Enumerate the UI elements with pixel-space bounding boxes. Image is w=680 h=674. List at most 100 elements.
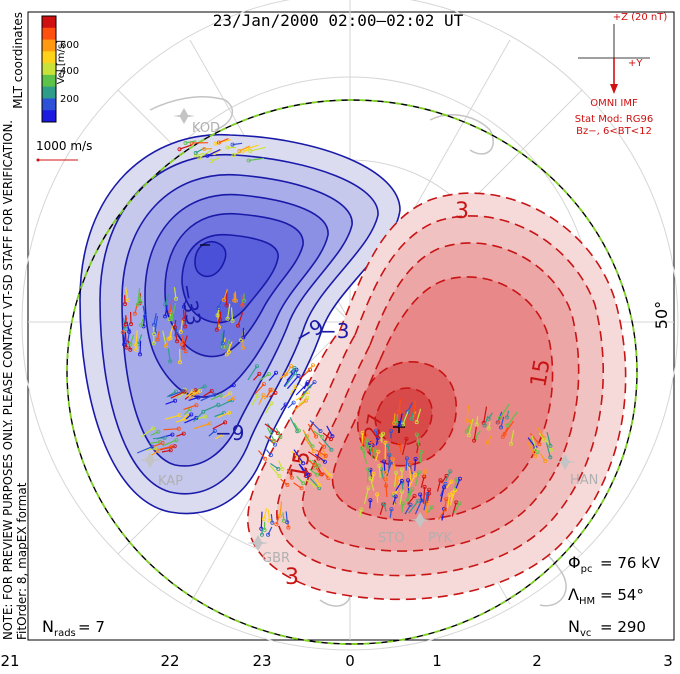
velocity-vector-origin bbox=[235, 323, 240, 328]
mlt-tick-21: 21 bbox=[0, 652, 19, 670]
velocity-vector-origin bbox=[201, 409, 206, 414]
velocity-vector-origin bbox=[123, 302, 128, 307]
velocity-vector bbox=[157, 445, 172, 451]
velocity-vector-origin bbox=[329, 447, 334, 452]
velocity-vector bbox=[309, 420, 321, 432]
neg-label-4: −3 bbox=[320, 319, 349, 343]
velocity-vector-origin bbox=[472, 438, 477, 443]
velocity-vector-origin bbox=[127, 329, 132, 334]
velocity-vector-origin bbox=[268, 387, 273, 392]
velocity-vector-origin bbox=[168, 309, 173, 314]
velocity-vector-origin bbox=[164, 343, 169, 348]
velocity-vector-origin bbox=[427, 487, 432, 492]
velocity-vector-origin bbox=[293, 384, 298, 389]
velocity-vector-origin bbox=[181, 431, 186, 436]
velocity-vector bbox=[215, 139, 231, 145]
velocity-vector-origin bbox=[549, 447, 554, 452]
colorbar-swatch bbox=[42, 27, 56, 41]
velocity-vector bbox=[200, 394, 215, 402]
velocity-vector bbox=[361, 447, 368, 464]
velocity-vector-origin bbox=[323, 453, 328, 458]
velocity-vector-origin bbox=[182, 317, 187, 322]
velocity-vector-origin bbox=[173, 296, 178, 301]
velocity-vector-origin bbox=[293, 371, 298, 376]
velocity-vector-origin bbox=[262, 528, 267, 533]
velocity-vector-origin bbox=[400, 489, 405, 494]
velocity-vector bbox=[260, 511, 263, 529]
velocity-vector-origin bbox=[296, 373, 301, 378]
velocity-vector bbox=[363, 487, 369, 504]
velocity-vector-origin bbox=[537, 442, 542, 447]
velocity-vector-origin bbox=[399, 478, 404, 483]
velocity-vector-origin bbox=[312, 465, 317, 470]
neg-label-2: −9 bbox=[215, 421, 244, 445]
velocity-vector bbox=[188, 390, 201, 397]
velocity-vector-origin bbox=[306, 472, 311, 477]
velocity-vector-origin bbox=[452, 488, 457, 493]
velocity-vector-origin bbox=[443, 481, 448, 486]
velocity-vector-origin bbox=[227, 410, 232, 415]
velocity-vector-origin bbox=[220, 432, 225, 437]
velocity-vector bbox=[416, 434, 421, 449]
velocity-vector-origin bbox=[273, 370, 278, 375]
velocity-vector-origin bbox=[368, 476, 373, 481]
velocity-vector-origin bbox=[288, 364, 293, 369]
velocity-vector-origin bbox=[255, 393, 260, 398]
velocity-vector-origin bbox=[360, 430, 365, 435]
velocity-vector-origin bbox=[277, 513, 282, 518]
velocity-vector-origin bbox=[122, 342, 127, 347]
velocity-vector-origin bbox=[310, 444, 315, 449]
velocity-vector-origin bbox=[322, 459, 327, 464]
velocity-vector-origin bbox=[261, 382, 266, 387]
velocity-vector bbox=[222, 330, 225, 344]
velocity-vector-origin bbox=[360, 445, 365, 450]
velocity-vector-origin bbox=[183, 324, 188, 329]
velocity-vector-origin bbox=[259, 526, 264, 531]
velocity-vector bbox=[483, 406, 488, 424]
velocity-vector bbox=[184, 310, 187, 327]
velocity-vector-origin bbox=[418, 492, 423, 497]
velocity-vector-origin bbox=[155, 337, 160, 342]
velocity-vector bbox=[227, 303, 231, 319]
velocity-vector-origin bbox=[183, 140, 188, 145]
velocity-vector bbox=[207, 149, 221, 157]
velocity-vector-origin bbox=[196, 395, 201, 400]
velocity-vector-origin bbox=[168, 448, 173, 453]
velocity-vector bbox=[426, 507, 433, 514]
velocity-vector-origin bbox=[190, 389, 195, 394]
velocity-vector-origin bbox=[156, 429, 161, 434]
velocity-vector-origin bbox=[548, 443, 553, 448]
velocity-vector-origin bbox=[322, 444, 327, 449]
velocity-vector bbox=[283, 372, 294, 387]
velocity-vector bbox=[154, 315, 159, 333]
scale-vector-origin bbox=[36, 158, 40, 162]
imf-source: OMNI IMF bbox=[590, 98, 638, 109]
velocity-vector-origin bbox=[272, 442, 277, 447]
velocity-vector-origin bbox=[124, 345, 129, 350]
velocity-vector bbox=[269, 392, 276, 398]
velocity-vector bbox=[293, 449, 304, 464]
positive-cell bbox=[247, 192, 627, 601]
pos-label-2: 15 bbox=[526, 357, 555, 389]
hm-boundary bbox=[66, 99, 638, 645]
velocity-vector-origin bbox=[466, 433, 471, 438]
velocity-vector-origin bbox=[543, 458, 548, 463]
velocity-vector-origin bbox=[464, 429, 469, 434]
velocity-vector-origin bbox=[231, 383, 236, 388]
velocity-vector-origin bbox=[173, 398, 178, 403]
velocity-vector-origin bbox=[156, 448, 161, 453]
velocity-vector-origin bbox=[363, 432, 368, 437]
velocity-vector-origin bbox=[230, 318, 235, 323]
velocity-vector bbox=[162, 439, 177, 447]
velocity-vector bbox=[193, 422, 211, 430]
velocity-vector-origin bbox=[409, 416, 414, 421]
velocity-vector bbox=[193, 411, 204, 422]
velocity-vector-origin bbox=[444, 497, 449, 502]
velocity-vector-origin bbox=[365, 438, 370, 443]
velocity-vector bbox=[289, 367, 295, 374]
imf-arrow-head bbox=[610, 84, 618, 94]
velocity-vector-origin bbox=[240, 345, 245, 350]
velocity-vector bbox=[386, 461, 393, 477]
velocity-vector bbox=[125, 286, 129, 301]
